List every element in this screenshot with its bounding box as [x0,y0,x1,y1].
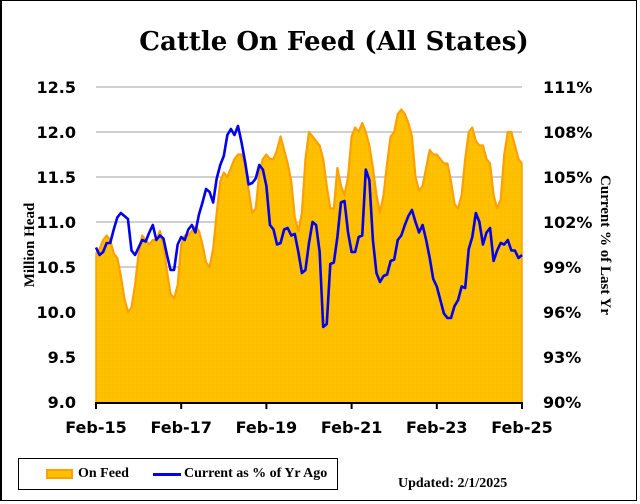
y-axis-title: Million Head [22,202,38,287]
y-tick-label: 12.0 [37,123,76,142]
legend-swatch-current-pct [153,473,181,476]
y-tick-label: 10.5 [37,258,76,277]
legend: On Feed Current as % of Yr Ago [18,458,338,490]
chart-title: Cattle On Feed (All States) [139,27,528,57]
legend-label-current-pct: Current as % of Yr Ago [184,466,328,481]
y2-tick-label: 102% [543,213,592,232]
x-tick-label: Feb-21 [321,418,383,437]
y-tick-labels: 9.0 9.5 10.0 10.5 11.0 11.5 12.0 12.5 [37,78,76,412]
legend-label-on-feed: On Feed [78,466,129,481]
x-tick-label: Feb-15 [65,418,127,437]
y-tick-label: 9.0 [48,393,76,412]
y2-tick-label: 99% [543,258,581,277]
updated-date-label: Updated: 2/1/2025 [398,476,508,491]
y2-tick-label: 96% [543,303,581,322]
y2-tick-label: 108% [543,123,592,142]
y2-tick-label: 93% [543,348,581,367]
on-feed-area [96,109,522,402]
y2-tick-label: 105% [543,168,592,187]
x-tick-label: Feb-17 [150,418,212,437]
legend-swatch-on-feed [46,469,73,479]
axes [95,402,523,409]
on-feed-area-layer [95,108,523,402]
pct-line-layer [94,124,523,329]
y2-tick-label: 111% [543,78,592,97]
y-tick-label: 11.5 [37,168,76,187]
x-tick-labels: Feb-15 Feb-17 Feb-19 Feb-21 Feb-23 Feb-25 [65,418,553,437]
x-tick-label: Feb-25 [491,418,553,437]
current-pct-line [94,124,523,329]
y-tick-label: 12.5 [37,78,76,97]
x-tick-label: Feb-19 [236,418,298,437]
y2-tick-label: 90% [543,393,581,412]
y-tick-label: 9.5 [48,348,76,367]
on-feed-area-edge [95,108,523,314]
y2-tick-labels: 90% 93% 96% 99% 102% 105% 108% 111% [543,78,592,412]
y2-axis-title: Current % of Last Yr [597,175,613,315]
y-tick-label: 10.0 [37,303,76,322]
x-tick-label: Feb-23 [406,418,468,437]
y-tick-label: 11.0 [37,213,76,232]
